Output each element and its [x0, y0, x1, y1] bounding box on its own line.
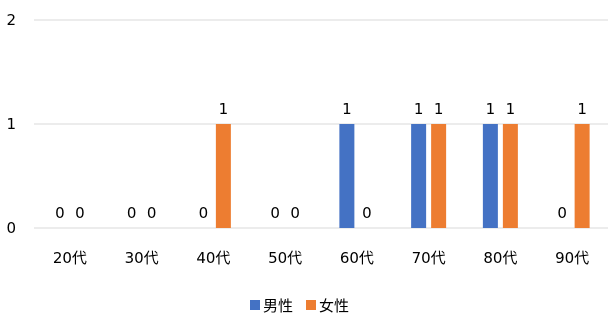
bars: [215, 124, 590, 228]
gridlines: [34, 19, 608, 229]
legend-swatch: [250, 300, 260, 310]
bar: [431, 124, 447, 228]
bar: [215, 124, 231, 228]
data-label: 0: [147, 204, 157, 222]
x-tick-label: 80代: [483, 249, 517, 267]
data-label: 0: [55, 204, 65, 222]
data-label: 0: [199, 204, 209, 222]
y-tick-label: 1: [6, 115, 16, 133]
x-tick-label: 20代: [53, 249, 87, 267]
x-tick-label: 90代: [555, 249, 589, 267]
data-label: 0: [75, 204, 85, 222]
data-label: 1: [486, 100, 496, 118]
data-labels: 0 0 0 01 1 100 010 01 1 1: [55, 100, 587, 222]
data-label: 1: [506, 100, 516, 118]
bar: [339, 124, 355, 228]
x-tick-label: 60代: [340, 249, 374, 267]
data-label: 1: [577, 100, 587, 118]
bar: [482, 124, 498, 228]
x-tick-label: 70代: [412, 249, 446, 267]
legend: 男性 女性: [250, 297, 349, 315]
legend-label: 男性: [263, 297, 293, 315]
data-label: 1: [219, 100, 229, 118]
data-label: 0: [362, 204, 372, 222]
data-label: 1: [414, 100, 424, 118]
data-label: 1: [434, 100, 444, 118]
x-tick-label: 30代: [125, 249, 159, 267]
y-tick-label: 0: [6, 219, 16, 237]
bar: [574, 124, 590, 228]
data-label: 0: [127, 204, 137, 222]
data-label: 0: [270, 204, 280, 222]
x-tick-label: 50代: [268, 249, 302, 267]
data-label: 1: [342, 100, 352, 118]
x-tick-label: 40代: [196, 249, 230, 267]
bar: [411, 124, 427, 228]
y-axis-ticks: 0 1 2: [6, 11, 16, 237]
data-label: 0: [557, 204, 567, 222]
data-label: 0: [290, 204, 300, 222]
x-axis-ticks: 20代 30代 40代 50代 60代 70代 80代 90代: [53, 249, 589, 267]
legend-label: 女性: [319, 297, 349, 315]
y-tick-label: 2: [6, 11, 16, 29]
legend-swatch: [306, 300, 316, 310]
bar: [502, 124, 518, 228]
